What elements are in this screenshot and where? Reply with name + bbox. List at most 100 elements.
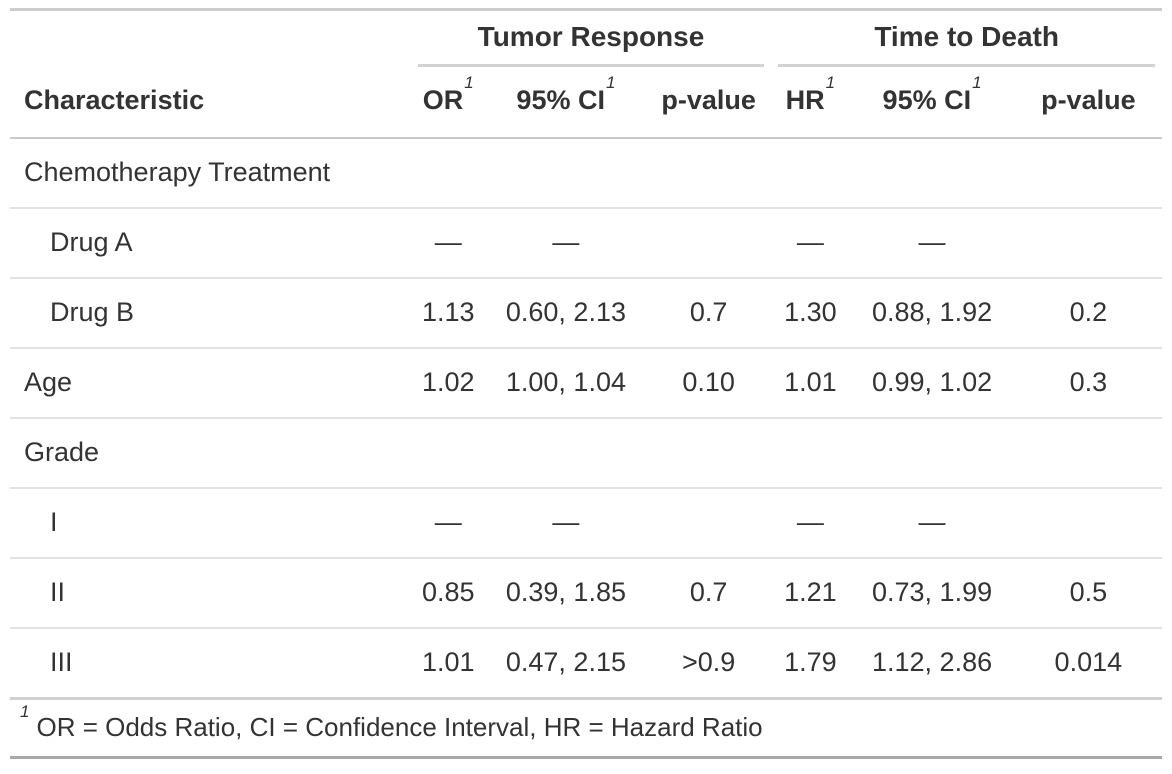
column-header-pvalue-death: p-value — [1014, 67, 1162, 139]
cell-pvalue-tumor — [646, 417, 772, 488]
table-row: Grade — [10, 417, 1162, 488]
footnote-mark: 1 — [972, 73, 982, 92]
cell-ci-tumor: 0.39, 1.85 — [485, 557, 647, 628]
cell-pvalue-death — [1014, 207, 1162, 278]
cell-pvalue-death: 0.2 — [1014, 277, 1162, 348]
cell-ci-tumor — [486, 138, 646, 208]
cell-hr: — — [771, 207, 850, 278]
column-header-label: HR — [785, 85, 825, 115]
cell-ci-tumor: — — [485, 487, 647, 558]
cell-or: 1.02 — [410, 347, 486, 418]
footnote-mark: 1 — [20, 702, 30, 722]
cell-pvalue-death: 0.5 — [1014, 557, 1162, 628]
column-header-pvalue-tumor: p-value — [646, 67, 772, 139]
column-header-row: Characteristic OR1 95% CI1 p-value HR1 9… — [10, 67, 1162, 139]
footnote-row: 1 OR = Odds Ratio, CI = Confidence Interv… — [10, 697, 1162, 758]
cell-hr — [771, 417, 850, 488]
row-label: II — [10, 557, 411, 628]
cell-hr: 1.21 — [771, 557, 850, 628]
cell-or — [411, 138, 486, 208]
table-footer: 1 OR = Odds Ratio, CI = Confidence Interv… — [10, 697, 1162, 758]
table-row: Drug A — — — — — [10, 207, 1162, 278]
spanner-underline — [417, 64, 765, 67]
column-header-label: 95% CI — [882, 85, 972, 115]
row-label: Age — [10, 347, 411, 418]
spanner-row: Tumor Response Time to Death — [10, 10, 1162, 68]
cell-pvalue-death — [1014, 487, 1162, 558]
cell-pvalue-death — [1015, 138, 1162, 208]
spanner-time-to-death: Time to Death — [771, 10, 1162, 67]
cell-hr: 1.79 — [771, 627, 850, 699]
spanner-empty-cell — [10, 10, 411, 68]
table-row: II 0.85 0.39, 1.85 0.7 1.21 0.73, 1.99 0… — [10, 557, 1162, 628]
cell-pvalue-tumor — [646, 487, 772, 558]
column-header-label: 95% CI — [516, 85, 605, 115]
cell-ci-tumor: 1.00, 1.04 — [485, 347, 647, 418]
cell-ci-death — [849, 138, 1014, 208]
cell-or: — — [410, 207, 486, 278]
cell-pvalue-death — [1014, 417, 1162, 488]
cell-pvalue-tumor: 0.7 — [646, 277, 772, 348]
cell-ci-death: — — [849, 207, 1015, 278]
cell-ci-tumor: 0.47, 2.15 — [485, 627, 647, 699]
table-row: Chemotherapy Treatment — [10, 138, 1162, 208]
cell-pvalue-death: 0.014 — [1014, 627, 1162, 699]
cell-or: 0.85 — [410, 557, 486, 628]
spanner-time-to-death-label: Time to Death — [874, 21, 1059, 52]
column-header-label: OR — [422, 85, 464, 115]
footnote-mark: 1 — [605, 73, 616, 92]
spanner-underline — [778, 64, 1155, 67]
footnote-text: OR = Odds Ratio, CI = Confidence Interva… — [36, 712, 763, 742]
cell-hr: 1.01 — [771, 347, 850, 418]
column-header-label: Characteristic — [24, 85, 205, 115]
cell-or: — — [410, 487, 486, 558]
cell-pvalue-tumor: 0.10 — [646, 347, 772, 418]
cell-ci-tumor — [485, 417, 647, 488]
summary-table: Tumor Response Time to Death Characteris… — [10, 8, 1162, 759]
cell-or — [410, 417, 486, 488]
table-row: I — — — — — [10, 487, 1162, 558]
cell-ci-death — [849, 417, 1015, 488]
row-label: Drug A — [10, 207, 411, 278]
spanner-tumor-response-label: Tumor Response — [477, 21, 705, 52]
footnote-cell: 1 OR = Odds Ratio, CI = Confidence Interv… — [10, 697, 1162, 758]
column-header-label: p-value — [1041, 85, 1136, 115]
column-header-label: p-value — [661, 85, 756, 115]
spanner-tumor-response: Tumor Response — [411, 10, 772, 67]
column-header-or: OR1 — [410, 67, 486, 139]
table-header: Tumor Response Time to Death Characteris… — [10, 10, 1162, 139]
cell-ci-death: 0.88, 1.92 — [849, 277, 1015, 348]
table-row: III 1.01 0.47, 2.15 >0.9 1.79 1.12, 2.86… — [10, 627, 1162, 699]
column-header-ci-death: 95% CI1 — [849, 67, 1015, 139]
row-label: III — [10, 627, 411, 699]
row-label: Grade — [10, 417, 411, 488]
row-label: Chemotherapy Treatment — [24, 157, 331, 187]
cell-ci-death: 0.99, 1.02 — [849, 347, 1015, 418]
cell-pvalue-tumor: >0.9 — [646, 627, 772, 699]
cell-pvalue-tumor: 0.7 — [646, 557, 772, 628]
table-body: Chemotherapy Treatment Drug A — — — — Dr… — [10, 138, 1162, 699]
cell-hr: — — [771, 487, 850, 558]
column-header-characteristic: Characteristic — [10, 67, 411, 139]
cell-pvalue-tumor — [646, 207, 772, 278]
cell-ci-death: — — [849, 487, 1015, 558]
footnote-mark: 1 — [825, 73, 836, 92]
cell-ci-death: 1.12, 2.86 — [849, 627, 1015, 699]
row-label: I — [10, 487, 411, 558]
column-header-ci-tumor: 95% CI1 — [485, 67, 647, 139]
cell-ci-death: 0.73, 1.99 — [849, 557, 1015, 628]
cell-ci-tumor: — — [485, 207, 647, 278]
cell-pvalue-death: 0.3 — [1014, 347, 1162, 418]
footnote-mark: 1 — [464, 73, 474, 92]
cell-hr: 1.30 — [771, 277, 850, 348]
cell-hr — [771, 138, 849, 208]
cell-ci-tumor: 0.60, 2.13 — [485, 277, 647, 348]
column-header-hr: HR1 — [771, 67, 850, 139]
table-row: Age 1.02 1.00, 1.04 0.10 1.01 0.99, 1.02… — [10, 347, 1162, 418]
cell-or: 1.13 — [410, 277, 486, 348]
row-label: Drug B — [10, 277, 411, 348]
table-row: Drug B 1.13 0.60, 2.13 0.7 1.30 0.88, 1.… — [10, 277, 1162, 348]
cell-pvalue-tumor — [646, 138, 771, 208]
cell-or: 1.01 — [410, 627, 486, 699]
